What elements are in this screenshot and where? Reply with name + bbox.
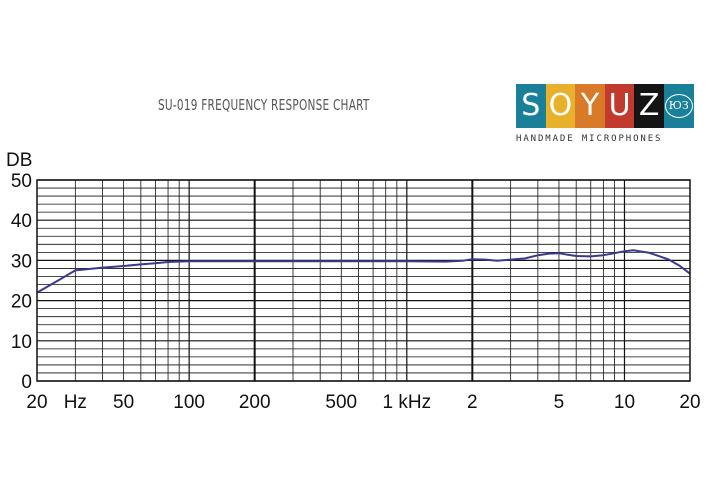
- logo-letter-y: Y: [575, 84, 605, 128]
- x-axis: 20 Hz 50 100 200 500 1 kHz 2 5 10 20: [26, 392, 700, 413]
- x-tick-label: 20: [679, 392, 700, 413]
- logo-letter-z: Z: [634, 84, 664, 128]
- plot-frame: [36, 179, 691, 382]
- logo-letter-s: S: [516, 84, 546, 128]
- y-tick-label: 40: [11, 211, 32, 232]
- grid-minor: [36, 180, 691, 381]
- x-tick-label: 1 kHz: [383, 392, 432, 413]
- logo-letter-u: U: [604, 84, 635, 128]
- brand-logo: S O Y U Z ЮЗ HANDMADE MICROPHONES: [516, 84, 694, 148]
- logo-tiles: S O Y U Z ЮЗ: [516, 84, 694, 128]
- y-tick-label: 30: [11, 251, 32, 272]
- response-curve-line: [36, 249, 691, 294]
- logo-tagline: HANDMADE MICROPHONES: [516, 134, 663, 144]
- x-tick-label: 2: [467, 392, 478, 413]
- x-tick-label: 50: [113, 392, 134, 413]
- x-tick-label: 5: [554, 392, 565, 413]
- y-tick-label: 0: [21, 372, 32, 393]
- grid-major: [37, 179, 690, 382]
- y-tick-label: 20: [11, 292, 32, 313]
- y-tick-label: 50: [11, 171, 32, 192]
- x-tick-label: 100: [173, 392, 205, 413]
- logo-letter-o: O: [545, 84, 576, 128]
- emblem-icon: ЮЗ: [664, 94, 693, 118]
- x-tick-label: 500: [325, 392, 357, 413]
- x-tick-label: 200: [239, 392, 271, 413]
- y-axis-label: DB: [6, 150, 32, 171]
- x-tick-label: 10: [614, 392, 635, 413]
- y-axis: 0 10 20 30 40 50: [11, 171, 32, 393]
- y-tick-label: 10: [11, 332, 32, 353]
- x-tick-label: 20: [26, 392, 47, 413]
- chart-title: SU-019 FREQUENCY RESPONSE CHART: [158, 96, 370, 114]
- logo-emblem-tile: ЮЗ: [663, 84, 694, 128]
- x-tick-label: Hz: [64, 392, 87, 413]
